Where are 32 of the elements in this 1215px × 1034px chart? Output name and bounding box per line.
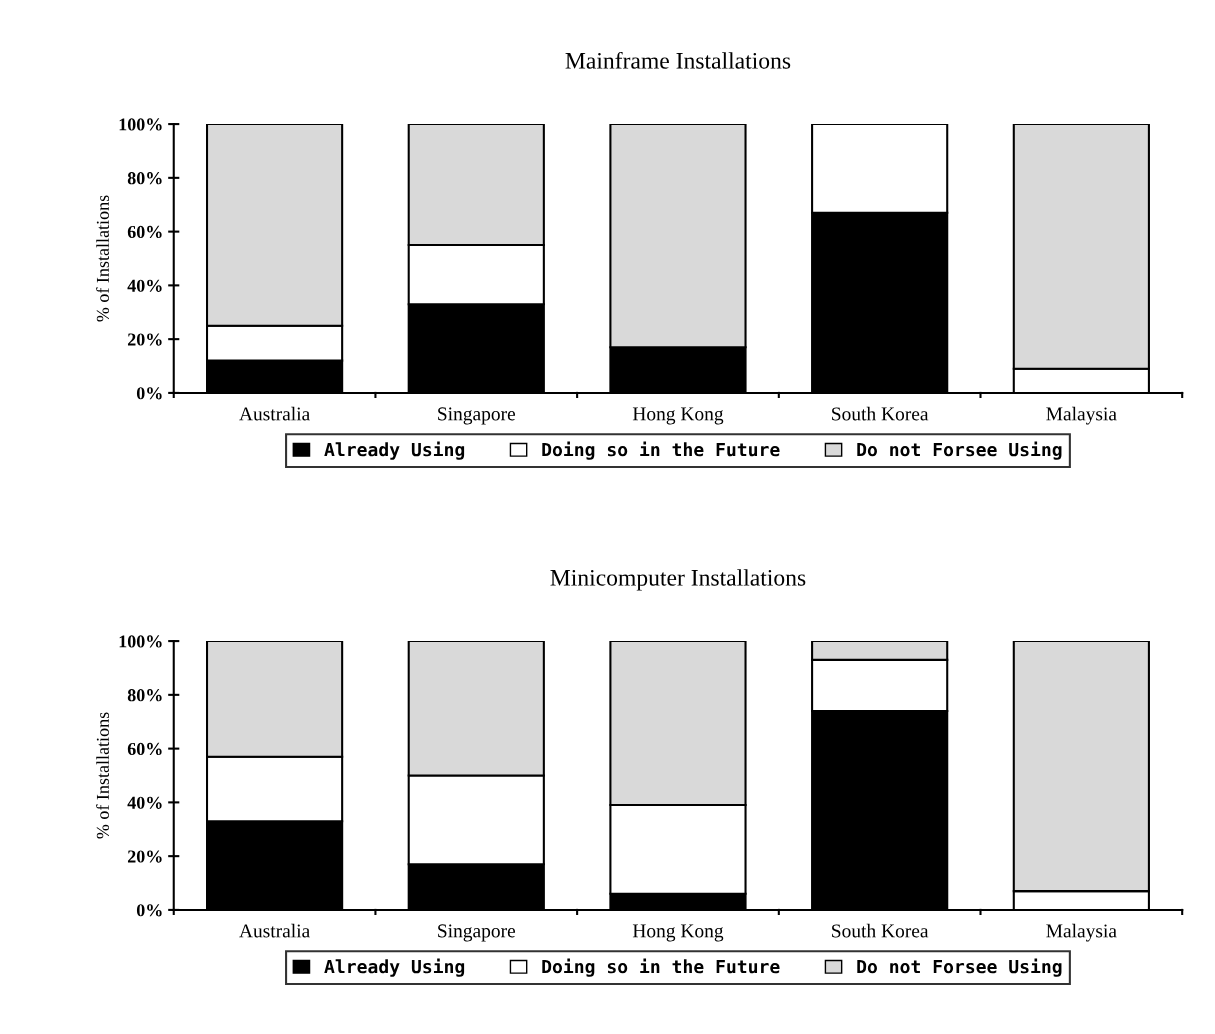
y-tick-label: 0%: [136, 904, 162, 917]
x-tick-label: Malaysia: [1046, 406, 1117, 425]
x-tick-label: Australia: [239, 406, 310, 421]
legend-label: Already Using: [324, 441, 465, 460]
y-tick-label: 20%: [127, 333, 162, 346]
x-tick-label: South Korea: [832, 406, 929, 421]
y-tick-label: 60%: [127, 225, 162, 239]
legend-label: Do not Forsee Using: [857, 441, 1062, 460]
x-tick-label: South Korea: [832, 923, 929, 938]
chart-title: Mainframe Installations: [565, 51, 791, 69]
y-tick-label: 40%: [127, 796, 162, 809]
x-tick-label: Hong Kong: [632, 407, 724, 425]
x-tick-label: Malaysia: [1046, 923, 1117, 942]
y-tick-label: 60%: [127, 742, 162, 756]
y-tick-label: 20%: [127, 850, 162, 863]
y-tick-label: 0%: [136, 387, 162, 400]
y-tick-label: 100%: [119, 635, 162, 648]
x-tick-label: Australia: [239, 923, 310, 938]
y-tick-label: 100%: [119, 118, 162, 131]
legend-label: Already Using: [324, 958, 465, 977]
x-tick-label: Hong Kong: [632, 924, 724, 942]
legend-label: Do not Forsee Using: [857, 958, 1062, 977]
chart-title: Minicomputer Installations: [550, 569, 806, 591]
y-tick-label: 40%: [127, 279, 162, 292]
y-axis-title: % of Installations: [96, 195, 110, 322]
legend-label: Doing so in the Future: [542, 441, 780, 460]
y-axis-title: % of Installations: [96, 712, 110, 839]
x-tick-label: Singapore: [438, 407, 516, 425]
y-tick-label: 80%: [127, 689, 162, 702]
legend-label: Doing so in the Future: [542, 958, 780, 977]
y-tick-label: 80%: [127, 172, 162, 185]
x-tick-label: Singapore: [438, 924, 516, 942]
